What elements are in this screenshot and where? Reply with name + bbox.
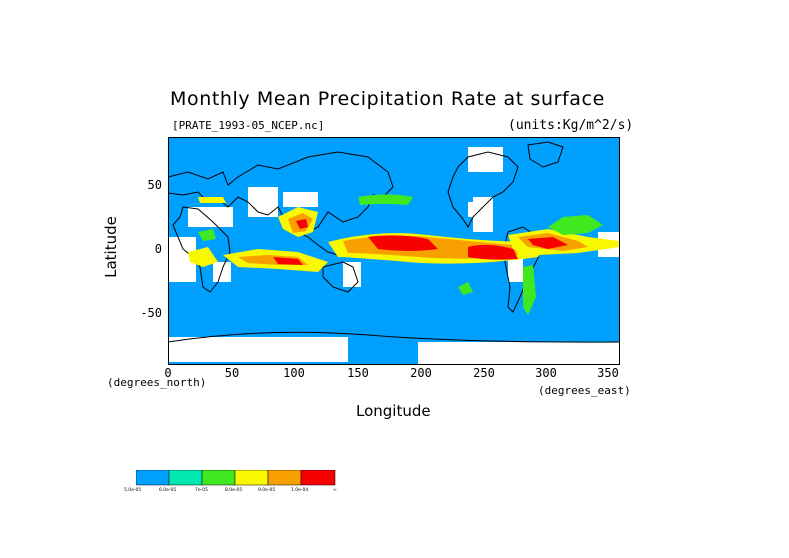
legend-swatch xyxy=(234,470,269,486)
x-tick-label: 150 xyxy=(347,366,369,380)
units-label: (units:Kg/m^2/s) xyxy=(508,118,634,133)
x-axis-unit: (degrees_east) xyxy=(538,384,631,397)
file-label: [PRATE_1993-05_NCEP.nc] xyxy=(172,119,325,132)
y-axis-unit: (degrees_north) xyxy=(107,376,207,389)
x-axis-title: Longitude xyxy=(356,402,431,420)
precipitation-map xyxy=(168,137,620,365)
legend-swatch xyxy=(267,470,302,486)
coastlines xyxy=(168,141,620,343)
x-tick-label: 250 xyxy=(473,366,495,380)
missing-data-patches xyxy=(168,147,620,364)
legend-label: 5.0e-05 xyxy=(124,488,142,493)
legend-label: 1.0e-04 xyxy=(291,488,309,493)
legend-label: 9.0e-05 xyxy=(258,488,276,493)
legend-swatch xyxy=(300,470,336,486)
legend-label: 6.0e-05 xyxy=(159,488,177,493)
y-tick-label: 0 xyxy=(154,242,162,256)
x-tick-label: 200 xyxy=(410,366,432,380)
legend-label: 7e-05 xyxy=(195,488,208,493)
x-tick-label: 100 xyxy=(283,366,305,380)
legend-swatch xyxy=(136,470,170,486)
legend-label: 8.0e-05 xyxy=(225,488,243,493)
precipitation-bands xyxy=(188,194,620,315)
x-tick-label: 50 xyxy=(224,366,240,380)
y-tick-label: -50 xyxy=(140,306,162,320)
color-legend xyxy=(136,470,336,486)
x-tick-label: 300 xyxy=(535,366,557,380)
legend-swatch xyxy=(201,470,236,486)
y-tick-label: 50 xyxy=(147,178,162,192)
legend-label: ∞ xyxy=(333,488,337,493)
map-frame xyxy=(168,137,620,365)
legend-swatch xyxy=(168,470,203,486)
y-axis-title: Latitude xyxy=(101,216,120,278)
x-tick-label: 350 xyxy=(597,366,619,380)
map-title: Monthly Mean Precipitation Rate at surfa… xyxy=(170,88,605,110)
x-tick-label: 0 xyxy=(164,366,172,380)
